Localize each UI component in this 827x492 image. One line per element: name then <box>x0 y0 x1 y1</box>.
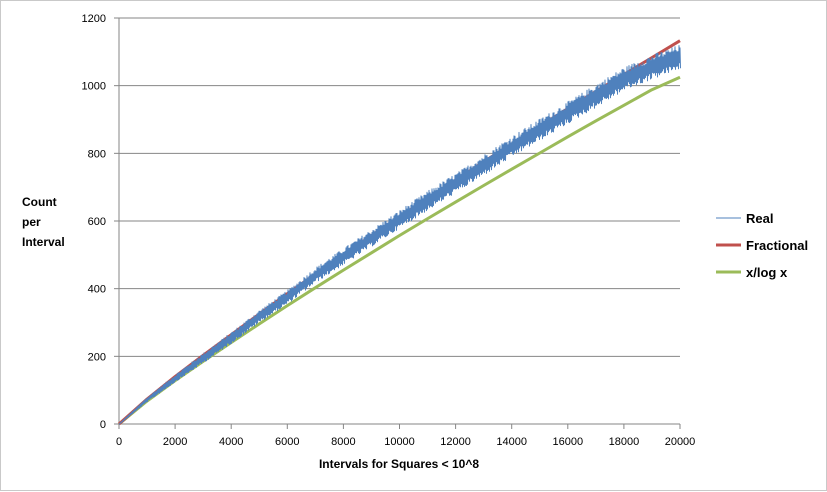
x-tick-label: 16000 <box>553 436 584 448</box>
series-line-real <box>119 45 681 425</box>
series-line-x-log-x <box>118 75 681 426</box>
x-tick-label: 6000 <box>275 436 299 448</box>
y-tick-label: 200 <box>88 351 106 363</box>
gridlines <box>119 17 680 357</box>
y-axis-title-line-1: Count <box>22 195 57 209</box>
y-tick-label: 400 <box>88 284 106 296</box>
x-tick-label: 12000 <box>440 436 471 448</box>
y-axis-title-line-3: Interval <box>22 235 65 249</box>
x-axis-title: Intervals for Squares < 10^8 <box>319 457 479 471</box>
x-tick-label: 14000 <box>496 436 527 448</box>
x-tick-label: 18000 <box>609 436 640 448</box>
x-tick-label: 10000 <box>384 436 415 448</box>
legend-label: x/log x <box>746 265 788 280</box>
legend-label: Real <box>746 211 773 226</box>
x-tick-label: 8000 <box>331 436 355 448</box>
y-axis-title-line-2: per <box>22 215 41 229</box>
y-tick-label: 600 <box>88 216 106 228</box>
x-tick-label: 20000 <box>665 436 696 448</box>
y-tick-label: 800 <box>88 148 106 160</box>
y-tick-label: 1000 <box>82 81 106 93</box>
legend: Real Fractional x/log x <box>716 211 808 280</box>
y-tick-label: 0 <box>100 419 106 431</box>
y-tick-label: 1200 <box>82 13 106 25</box>
x-tick-label: 0 <box>116 436 122 448</box>
x-tick-label: 2000 <box>163 436 187 448</box>
legend-label: Fractional <box>746 238 808 253</box>
axes <box>114 17 681 429</box>
x-tick-label: 4000 <box>219 436 243 448</box>
series-lines <box>118 39 681 426</box>
